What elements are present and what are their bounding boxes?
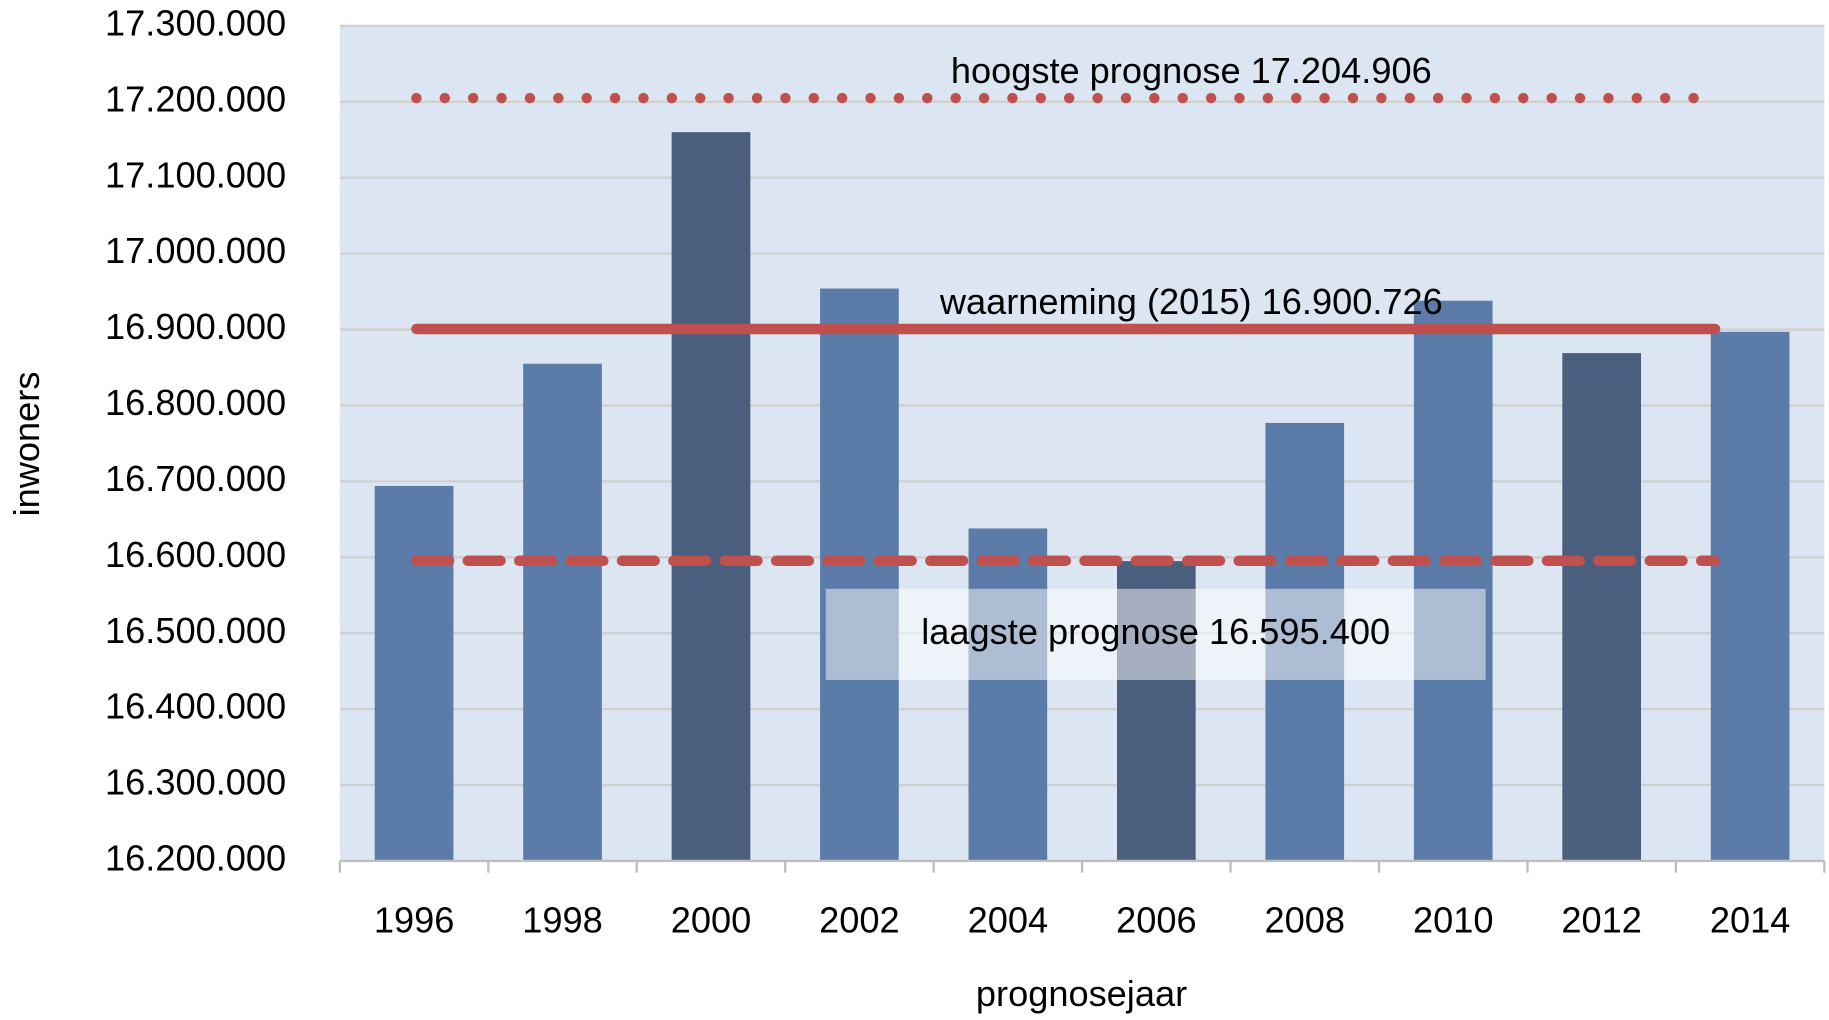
x-tick-label: 2012 <box>1561 899 1642 940</box>
bar <box>1413 300 1493 861</box>
y-axis-label: inwoners <box>6 372 47 517</box>
x-tick-label: 2006 <box>1116 899 1197 940</box>
annotation: laagste prognose 16.595.400 <box>921 611 1390 652</box>
bar <box>523 363 602 861</box>
bars <box>374 132 1790 861</box>
bar <box>1562 353 1641 861</box>
annotation: waarneming (2015) 16.900.726 <box>939 281 1443 322</box>
bar <box>968 528 1048 861</box>
x-axis-label: prognosejaar <box>976 973 1187 1014</box>
reference-lines: hoogste prognose 17.204.906 waarneming (2… <box>411 50 1721 680</box>
axes: 16.200.000 16.300.000 16.400.000 16.500.000… <box>105 2 1826 940</box>
y-tick-label: 16.200.000 <box>105 838 286 879</box>
y-tick-label: 16.600.000 <box>105 534 286 575</box>
x-tick-label: 2010 <box>1413 899 1494 940</box>
y-tick-label: 17.000.000 <box>105 230 286 271</box>
annotation-box <box>825 588 1486 680</box>
x-tick-label: 2004 <box>968 899 1049 940</box>
bar <box>820 288 899 861</box>
x-tick-label: 1996 <box>374 899 455 940</box>
y-tick-label: 16.400.000 <box>105 686 286 727</box>
x-tick-label: 2000 <box>671 899 752 940</box>
y-tick-label: 16.700.000 <box>105 458 286 499</box>
y-tick-label: 16.900.000 <box>105 306 286 347</box>
bar <box>1710 331 1790 861</box>
y-tick-label: 16.800.000 <box>105 382 286 423</box>
y-tick-label: 16.300.000 <box>105 762 286 803</box>
x-tick-label: 2008 <box>1265 899 1346 940</box>
x-tick-label: 2014 <box>1710 899 1791 940</box>
y-tick-label: 17.100.000 <box>105 154 286 195</box>
bar <box>671 132 751 861</box>
bar <box>374 485 454 861</box>
y-tick-label: 16.500.000 <box>105 610 286 651</box>
x-tick-label: 1998 <box>522 899 603 940</box>
annotation: hoogste prognose 17.204.906 <box>951 50 1432 91</box>
x-tick-label: 2002 <box>819 899 900 940</box>
y-tick-label: 17.300.000 <box>105 2 286 43</box>
y-tick-label: 17.200.000 <box>105 78 286 119</box>
